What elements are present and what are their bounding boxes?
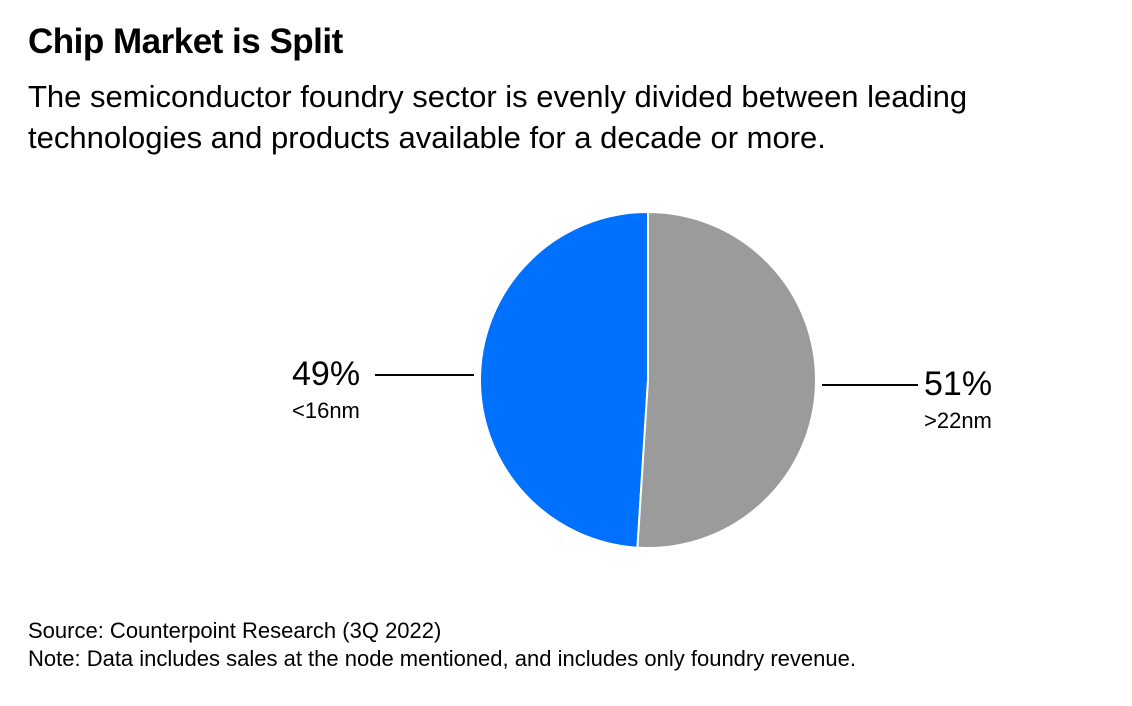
value-label-left: 49% bbox=[292, 355, 360, 393]
pie-slice-lt16nm bbox=[479, 210, 649, 549]
category-label-right: >22nm bbox=[924, 408, 992, 433]
source-note: Source: Counterpoint Research (3Q 2022) bbox=[28, 618, 442, 643]
pie-slice-gt22nm bbox=[636, 210, 817, 549]
footnote: Note: Data includes sales at the node me… bbox=[28, 646, 856, 671]
category-label-left: <16nm bbox=[292, 398, 360, 423]
value-label-right: 51% bbox=[924, 365, 992, 403]
chart-title: Chip Market is Split bbox=[28, 22, 343, 61]
chart-subtitle: The semiconductor foundry sector is even… bbox=[28, 79, 968, 155]
